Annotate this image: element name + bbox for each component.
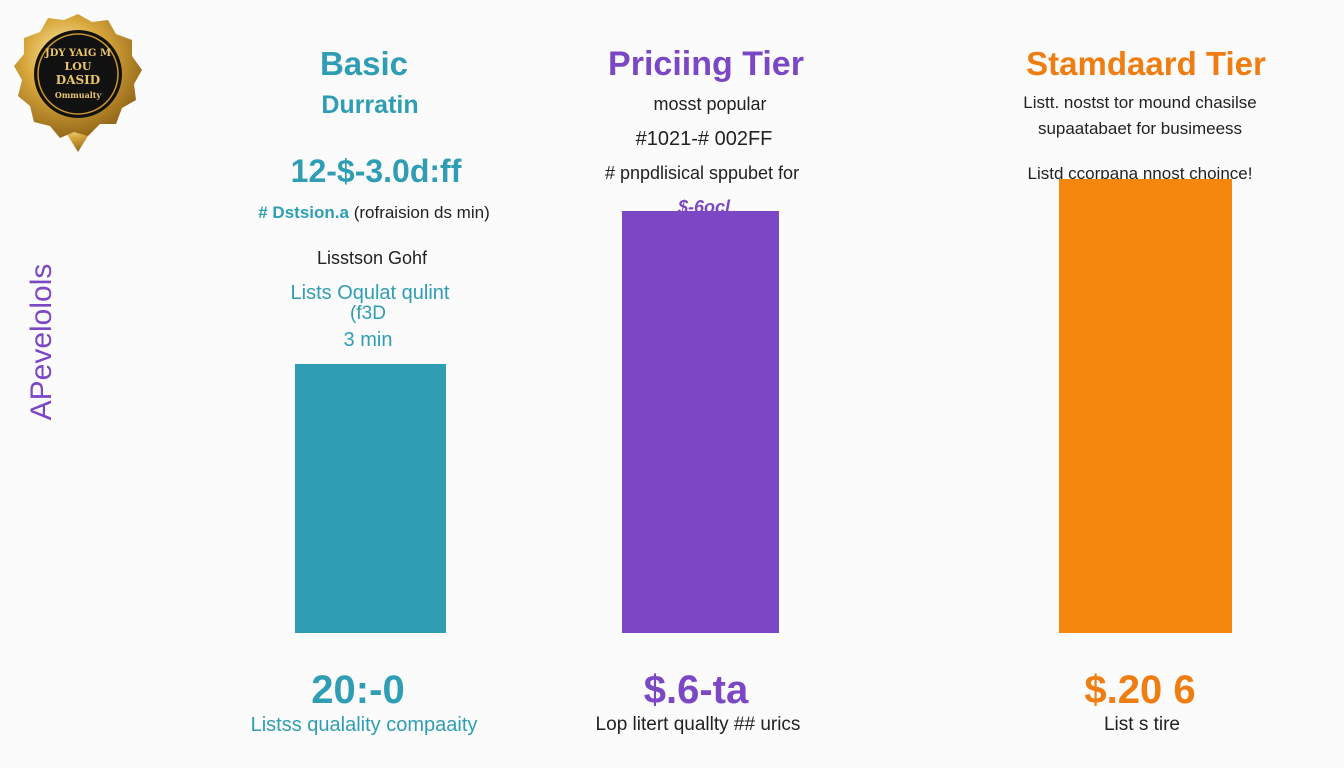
standard-desc-line2: supaatabaet for busimeess [1037, 119, 1243, 138]
side-axis-label: APevelolols [25, 263, 58, 421]
basic-price-range: 12-$-3.0d:ff [290, 153, 462, 189]
basic-title: Basic [319, 45, 409, 82]
seal-text-line2: LOU [65, 60, 92, 73]
standard-footer: List s tire [1103, 714, 1181, 735]
pricing-hash-line: # pnpdlisical sppubet for [604, 163, 800, 183]
pricing-title: Priciing Tier [608, 45, 804, 83]
pricing-subtitle: mosst popular [653, 94, 767, 114]
basic-big-value: 20:-0 [311, 668, 405, 712]
basic-list-line: Lisstson Gohf [316, 248, 428, 268]
basic-footer: Listss qualality compaaity [250, 714, 478, 736]
seal-inner-disc [34, 30, 122, 118]
seal-text-line3: DASID [56, 73, 100, 87]
standard-desc-line1: Listt. nostst tor mound chasilse [1023, 93, 1257, 112]
basic-quality-line: Lists Oqulat qulint [290, 282, 450, 304]
pricing-code-line: #1021-# 002FF [635, 128, 773, 150]
seal-text-line4: Ommualty [55, 90, 102, 100]
pricing-footer: Lop litert quallty ## urics [595, 714, 801, 735]
standard-big-value: $.20 6 [1084, 668, 1196, 712]
bar-basic [295, 364, 446, 633]
quality-seal-badge: JDY YAIG M LOU DASID Ommualty [14, 14, 142, 152]
basic-paren-line: (f3D [350, 303, 386, 324]
pricing-big-value: $.6-ta [643, 668, 749, 712]
basic-subtitle: Durratin [321, 91, 419, 119]
basic-min-line: 3 min [343, 329, 393, 351]
seal-text-line1: JDY YAIG M [44, 48, 111, 59]
basic-hash-label: # Dstsion.a [258, 203, 349, 222]
standard-title: Stamdaard Tier [1026, 45, 1266, 82]
bar-standard [1059, 178, 1232, 633]
basic-hash-rest: (rofraision ds min) [353, 203, 490, 222]
bar-pricing [622, 210, 779, 633]
standard-list-line: Listd ccorpana nnost choince! [1027, 164, 1253, 183]
basic-hash-line: # Dstsion.a (rofraision ds min) [258, 203, 489, 223]
